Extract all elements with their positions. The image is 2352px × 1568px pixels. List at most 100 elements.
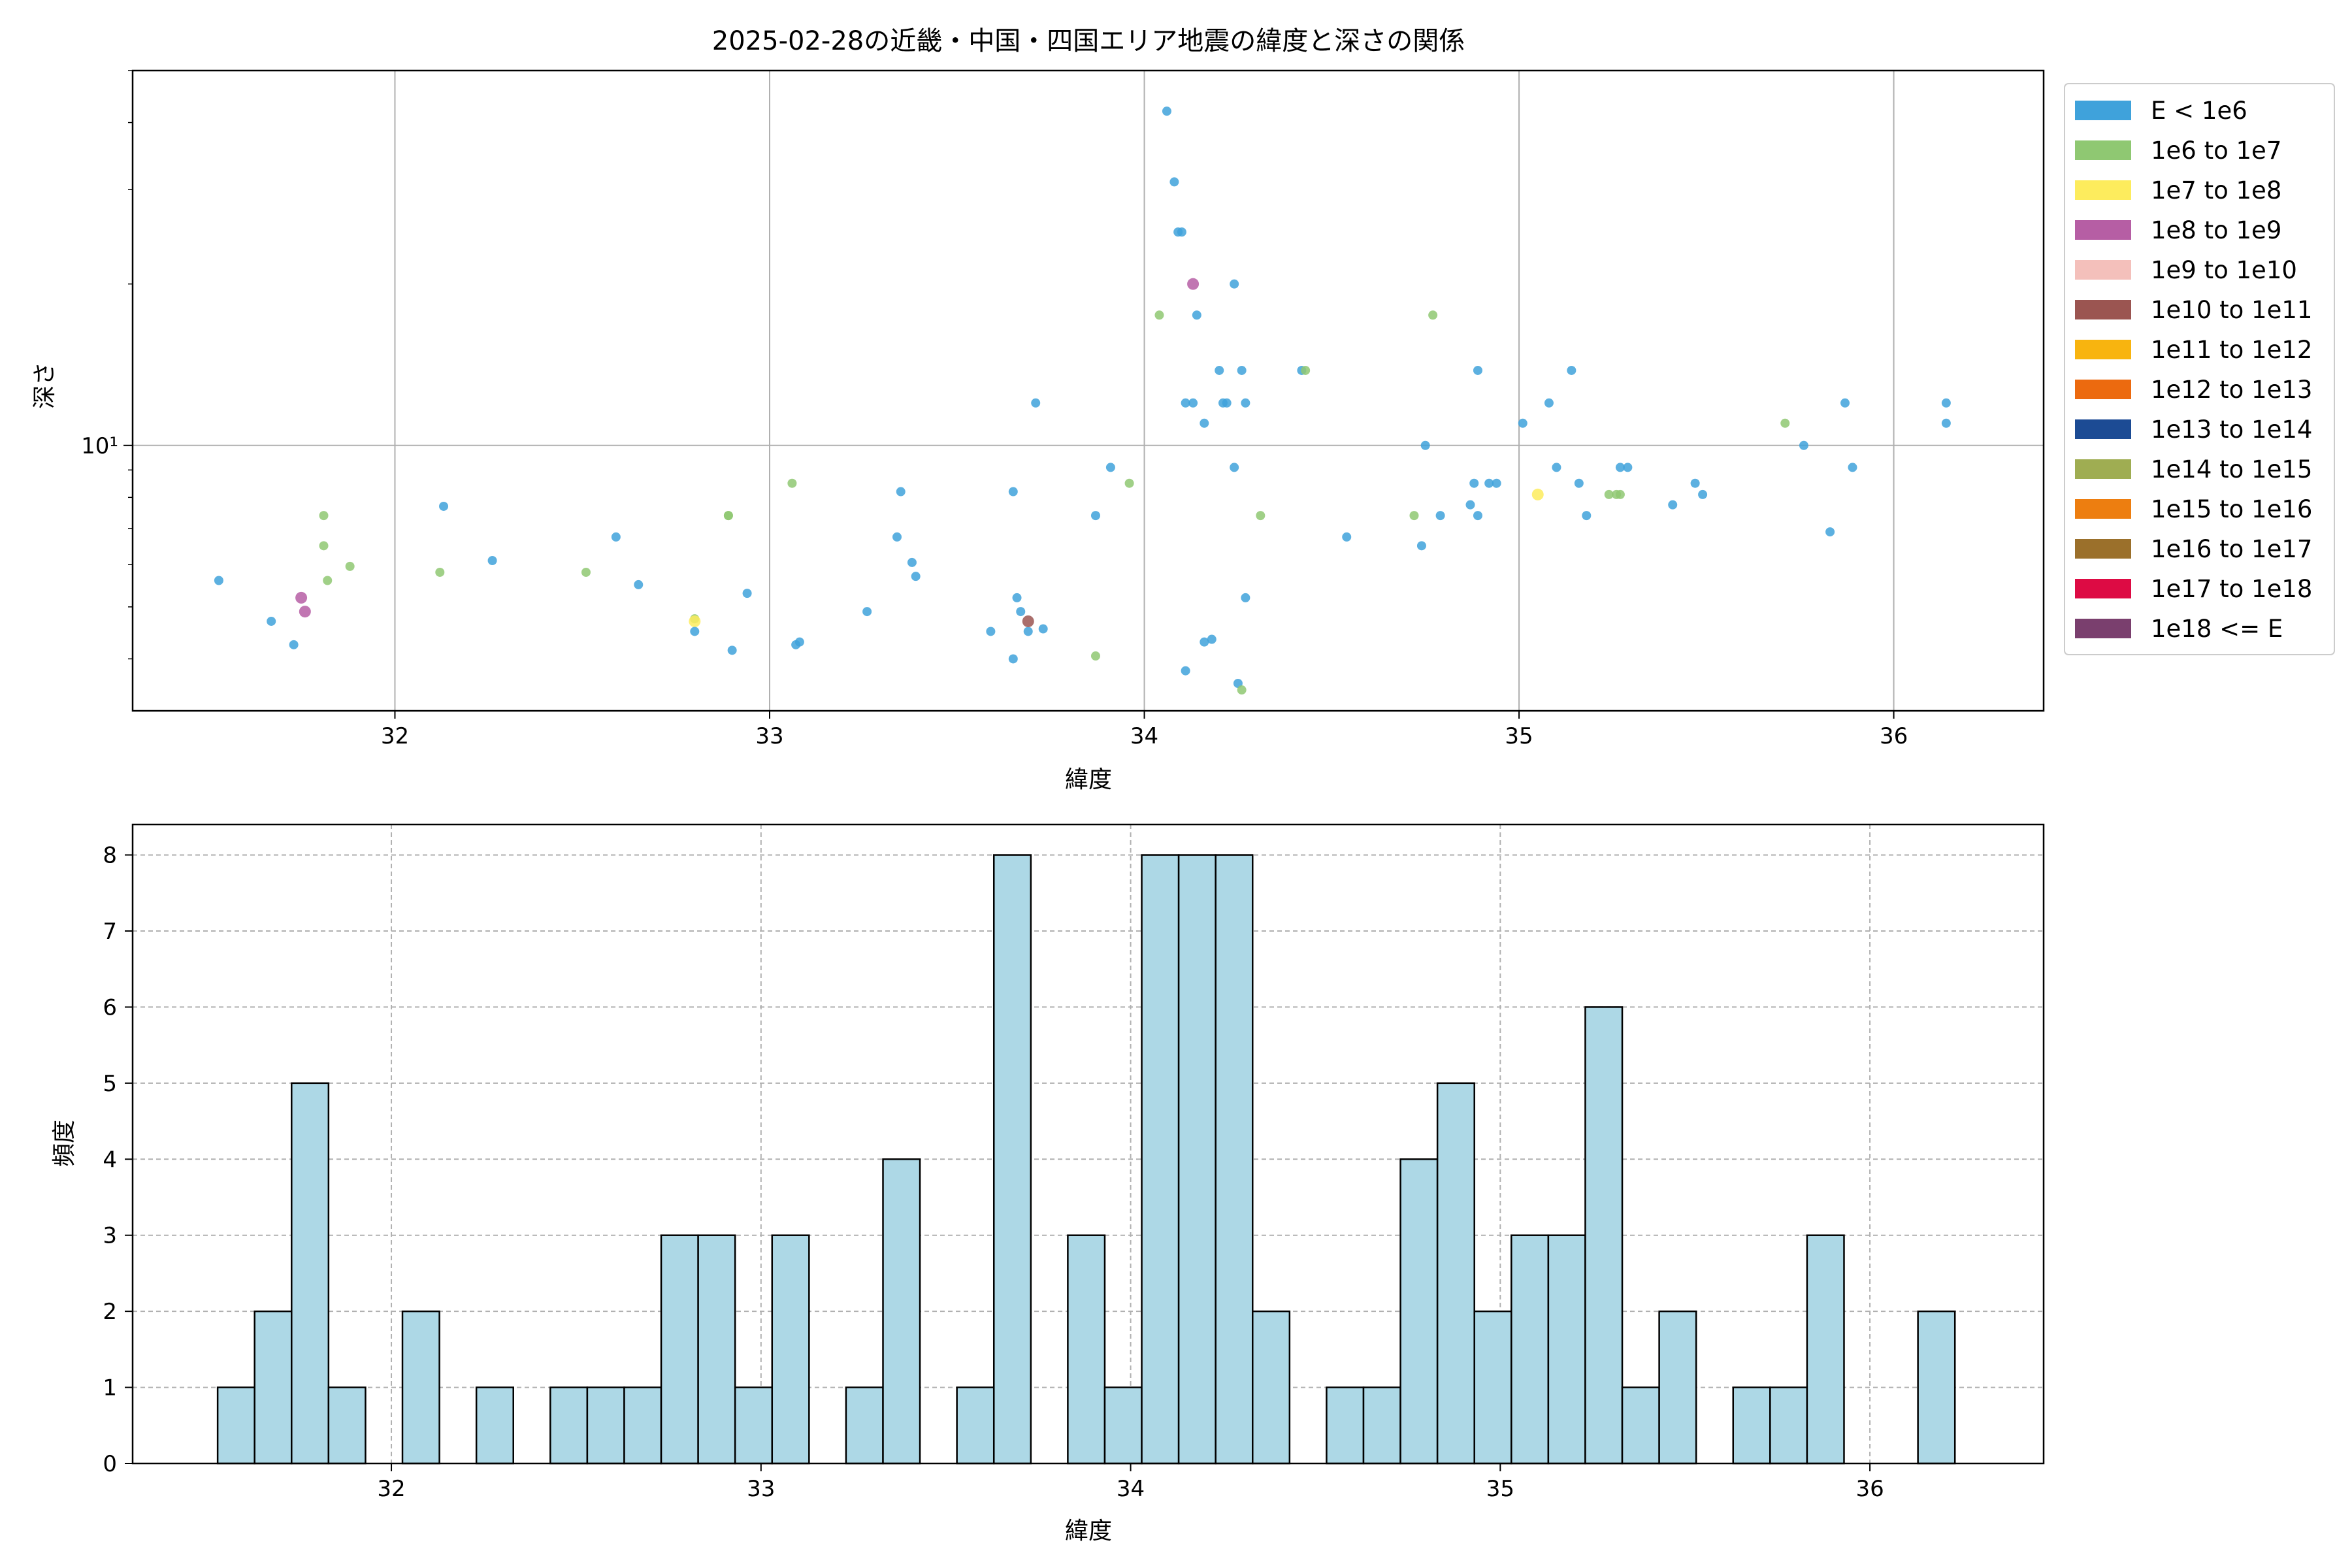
histogram-bar	[956, 1386, 995, 1465]
histogram-bar	[1473, 1310, 1512, 1465]
scatter-legend: E < 1e6 1e6 to 1e7 1e7 to 1e8 1e8 to 1e9 1e9…	[2064, 83, 2335, 655]
legend-label: 1e17 to 1e18	[2151, 575, 2312, 603]
scatter-xtick-label: 35	[1505, 723, 1533, 749]
scatter-point	[1492, 478, 1501, 488]
histogram-ytick-label: 2	[103, 1299, 117, 1325]
scatter-point	[1604, 489, 1614, 499]
scatter-point	[690, 627, 700, 636]
histogram-ytick-label: 4	[103, 1147, 117, 1173]
histogram-bar	[1511, 1234, 1550, 1465]
scatter-point	[1799, 440, 1808, 450]
histogram-bar	[1326, 1386, 1365, 1465]
histogram-bar	[1362, 1386, 1401, 1465]
scatter-point	[1237, 685, 1247, 695]
legend-label: 1e8 to 1e9	[2151, 216, 2281, 244]
scatter-point	[319, 541, 329, 551]
scatter-point	[1484, 478, 1494, 488]
legend-swatch	[2075, 619, 2131, 638]
scatter-point	[1241, 398, 1250, 408]
scatter-point	[634, 580, 644, 589]
legend-label: 1e13 to 1e14	[2151, 416, 2312, 444]
scatter-point	[1177, 227, 1186, 237]
histogram-bar	[1067, 1234, 1106, 1465]
scatter-point	[742, 589, 752, 598]
scatter-point	[1105, 463, 1115, 472]
histogram-bar	[549, 1386, 589, 1465]
scatter-point	[1531, 488, 1544, 500]
scatter-point	[907, 557, 917, 567]
legend-label: 1e6 to 1e7	[2151, 137, 2281, 165]
scatter-point	[487, 556, 497, 566]
scatter-point	[1090, 511, 1100, 521]
scatter-point	[1615, 489, 1625, 499]
scatter-points	[214, 106, 1951, 695]
histogram-xtick-label: 32	[377, 1476, 405, 1502]
histogram-bar	[216, 1386, 255, 1465]
scatter-point	[1256, 511, 1266, 521]
histogram-ytick-label: 6	[103, 994, 117, 1021]
histogram-bar	[1399, 1158, 1439, 1465]
scatter-point	[1192, 310, 1201, 320]
scatter-point	[581, 567, 591, 577]
histogram-bar	[1732, 1386, 1771, 1465]
histogram-bar	[1141, 854, 1180, 1465]
scatter-xlabel: 緯度	[1065, 766, 1112, 793]
histogram-ytick-label: 3	[103, 1223, 117, 1249]
scatter-title: 2025-02-28の近畿・中国・四国エリア地震の緯度と深さの関係	[712, 26, 1465, 56]
histogram-bar	[1103, 1386, 1143, 1465]
histogram-bar	[1436, 1082, 1475, 1465]
scatter-point	[1215, 365, 1224, 375]
scatter-point	[1031, 398, 1041, 408]
histogram-bar	[475, 1386, 514, 1465]
scatter-point	[1222, 398, 1232, 408]
histogram-bar	[771, 1234, 810, 1465]
histogram-bar	[1177, 854, 1217, 1465]
scatter-point	[319, 511, 329, 521]
histogram-bar	[697, 1234, 736, 1465]
histogram-bar	[1658, 1310, 1697, 1465]
histogram-xlabel: 緯度	[1065, 1518, 1112, 1544]
histogram-bar	[882, 1158, 921, 1465]
scatter-point	[1690, 478, 1700, 488]
histogram-grid	[133, 825, 2044, 1464]
histogram-bar	[586, 1386, 625, 1465]
histogram-ytick-label: 8	[103, 843, 117, 869]
scatter-point	[1941, 398, 1951, 408]
scatter-point	[611, 532, 621, 542]
scatter-point	[214, 576, 223, 585]
legend-label: 1e18 <= E	[2151, 615, 2283, 643]
scatter-point	[1188, 398, 1198, 408]
scatter-point	[1237, 365, 1247, 375]
scatter-point	[323, 576, 333, 585]
scatter-xtick-label: 36	[1880, 723, 1908, 749]
scatter-point	[1008, 487, 1018, 497]
legend-label: 1e7 to 1e8	[2151, 176, 2281, 204]
scatter-axes: 32 33 34 35 36 10¹	[81, 69, 2045, 749]
scatter-point	[896, 487, 906, 497]
scatter-point	[1022, 615, 1034, 627]
legend-swatch	[2075, 260, 2131, 280]
scatter-point	[1428, 310, 1438, 320]
legend-label: 1e10 to 1e11	[2151, 296, 2312, 324]
legend-label: E < 1e6	[2151, 97, 2247, 125]
scatter-point	[1200, 637, 1209, 647]
scatter-point	[289, 640, 299, 649]
scatter-point	[1181, 666, 1190, 676]
scatter-grid	[133, 71, 2044, 711]
histogram-bar	[845, 1386, 884, 1465]
scatter-point	[1012, 593, 1022, 602]
scatter-point	[1552, 463, 1561, 472]
legend-box	[2064, 83, 2335, 655]
scatter-point	[1574, 478, 1584, 488]
scatter-point	[1848, 463, 1857, 472]
scatter-point	[1435, 511, 1445, 521]
histogram-bar	[1621, 1386, 1660, 1465]
scatter-point	[794, 637, 804, 647]
scatter-point	[1518, 418, 1527, 428]
histogram-frame	[131, 823, 2045, 1465]
scatter-point	[862, 607, 872, 617]
scatter-point	[727, 645, 737, 655]
histogram-ytick-label: 5	[103, 1071, 117, 1097]
legend-label: 1e11 to 1e12	[2151, 336, 2312, 364]
